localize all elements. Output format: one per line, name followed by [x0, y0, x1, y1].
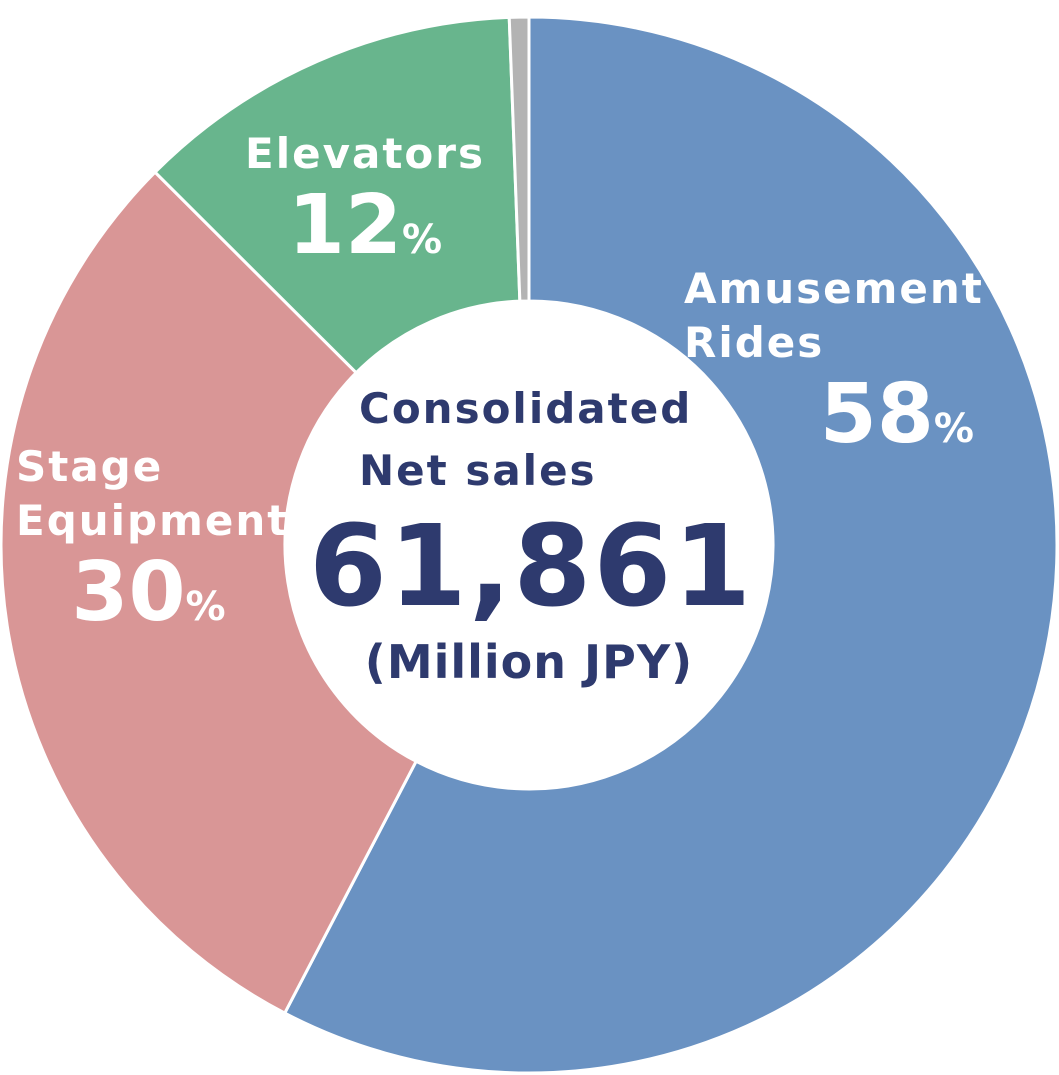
- center-title: Consolidated Net sales: [359, 384, 693, 495]
- donut-slice: [152, 15, 522, 375]
- center-total: 61,861: [309, 502, 754, 632]
- donut-slice: [282, 15, 1059, 1075]
- slice-label: Stage Equipment 30%: [16, 440, 290, 652]
- center-unit: (Million JPY): [364, 635, 694, 689]
- center-label: Consolidated Net sales 61,861 (Million J…: [309, 378, 754, 692]
- category-label: Elevators: [245, 129, 485, 178]
- donut-slice: [507, 15, 531, 303]
- value-label: 12%: [287, 178, 443, 273]
- donut-slice: [0, 170, 419, 1016]
- slice-label: Amusement Rides 58%: [684, 262, 1004, 474]
- slice-label: Elevators 12%: [215, 127, 515, 285]
- category-label: Stage Equipment: [16, 442, 290, 545]
- value-label: 58%: [819, 367, 974, 462]
- value-label: 30%: [71, 545, 226, 640]
- category-label: Amusement Rides: [684, 264, 984, 367]
